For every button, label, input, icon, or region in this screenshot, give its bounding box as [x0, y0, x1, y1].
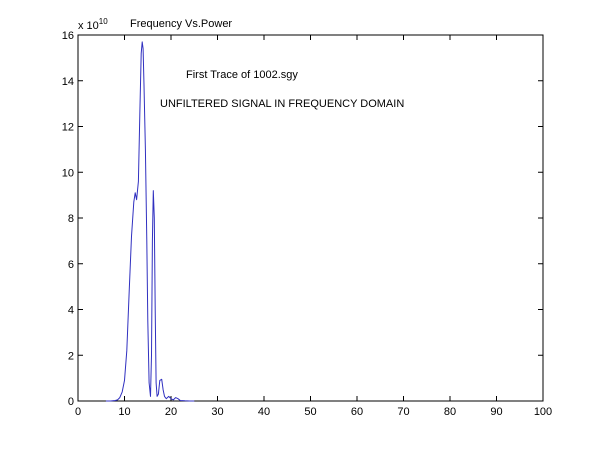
x-tick-label: 0 — [75, 406, 81, 418]
chart-title: Frequency Vs.Power — [130, 18, 232, 30]
y-tick-label: 16 — [62, 30, 74, 42]
y-tick-label: 8 — [68, 213, 74, 225]
y-tick-label: 0 — [68, 396, 74, 408]
x-tick-label: 50 — [304, 406, 316, 418]
y-tick-label: 4 — [68, 305, 74, 317]
axis-ticks — [77, 34, 544, 402]
y-tick-label: 6 — [68, 259, 74, 271]
x-tick-label: 80 — [444, 406, 456, 418]
y-tick-label: 12 — [62, 122, 74, 134]
y-axis-exponent: 10 — [99, 17, 108, 26]
y-tick-label: 2 — [68, 350, 74, 362]
series-layer — [105, 41, 195, 402]
annotation-trace-name: First Trace of 1002.sgy — [186, 69, 298, 81]
x-tick-label: 90 — [490, 406, 502, 418]
annotation-signal-description: UNFILTERED SIGNAL IN FREQUENCY DOMAIN — [160, 98, 404, 110]
x-tick-label: 10 — [118, 406, 130, 418]
series-line-0 — [105, 41, 195, 402]
x-tick-label: 30 — [211, 406, 223, 418]
x-tick-label: 70 — [397, 406, 409, 418]
y-axis-exponent-label: x 1010 — [78, 17, 108, 32]
x-tick-label: 20 — [165, 406, 177, 418]
y-tick-label: 10 — [62, 167, 74, 179]
x-tick-label: 100 — [534, 406, 552, 418]
y-tick-label: 14 — [62, 76, 74, 88]
x-tick-label: 40 — [258, 406, 270, 418]
x-axis-tick-labels: 0 10 20 30 40 50 60 70 80 90 100 — [75, 406, 552, 418]
x-tick-label: 60 — [351, 406, 363, 418]
y-axis-tick-labels: 0 2 4 6 8 10 12 14 16 — [62, 30, 74, 408]
